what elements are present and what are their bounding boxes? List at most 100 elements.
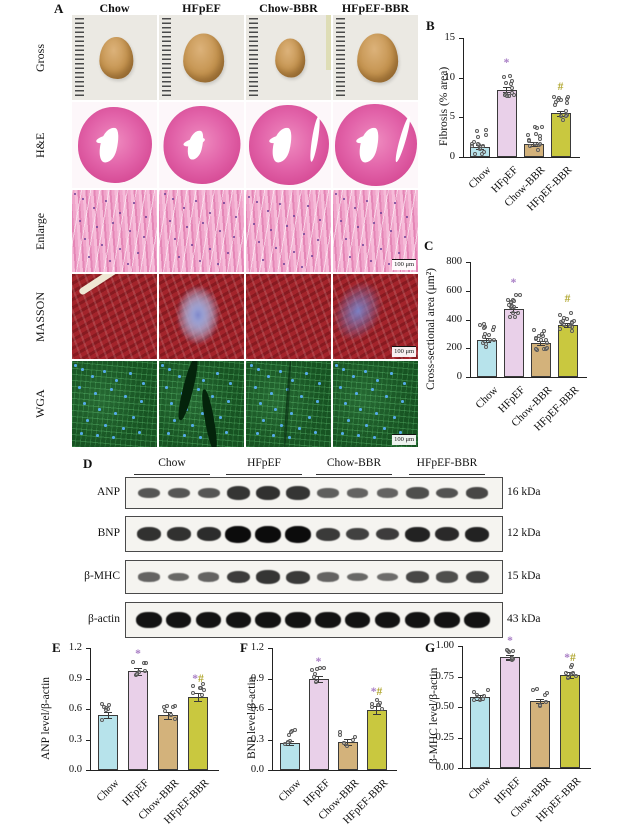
significance-marker: *: [511, 277, 517, 289]
group-underline: [409, 474, 485, 476]
blot-band: [137, 487, 160, 499]
nuclei-specks: [335, 364, 338, 367]
he-image-hfpef: [159, 102, 244, 188]
fibrosis-stain: [333, 274, 392, 349]
x-axis: [470, 377, 587, 379]
blot-band: [374, 611, 401, 629]
data-point: [173, 704, 178, 709]
data-point: [198, 685, 203, 690]
error-bar-cap: [194, 700, 202, 703]
wga-image-hfpef-bbr: 100 μm: [333, 361, 418, 447]
y-tick: [459, 117, 463, 119]
data-point: [369, 701, 374, 706]
blot-group-hfpef-bbr: HFpEF-BBR: [416, 457, 478, 469]
data-point: [102, 704, 107, 709]
y-tick-label: 0.6: [250, 703, 264, 714]
he-row: [72, 102, 418, 188]
data-point: [475, 142, 480, 146]
y-tick-label: 0.0: [68, 764, 82, 775]
y-tick: [458, 676, 462, 678]
gross-image-chow: [72, 15, 157, 100]
masson-image-chow-bbr: [246, 274, 331, 359]
blot-band: [166, 527, 191, 541]
y-tick-label: 5: [449, 111, 455, 123]
blot-band: [138, 572, 160, 582]
data-point: [376, 702, 380, 707]
hash-marker: #: [564, 293, 571, 306]
data-point: [106, 703, 111, 708]
blot-band: [196, 526, 221, 541]
blot-group-chow-bbr: Chow-BBR: [326, 457, 382, 469]
error-bar: [539, 698, 541, 704]
gross-image-hfpef-bbr: [333, 15, 418, 100]
nuclei-specks: [74, 364, 77, 367]
protein-label-bmhc: β-MHC: [84, 570, 120, 582]
panel-c-label: C: [424, 238, 434, 253]
data-point: [545, 341, 550, 346]
blot-strip-bactin: [125, 602, 503, 638]
blot-band: [434, 611, 460, 629]
data-point: [537, 142, 542, 147]
y-tick: [86, 648, 90, 649]
blot-group-hfpef: HFpEF: [247, 457, 281, 469]
blot-band: [347, 488, 369, 498]
group-underline: [134, 474, 210, 476]
bar-hfpef: [503, 309, 524, 377]
error-bar-cap: [529, 145, 538, 147]
enlarge-image-hfpef: [159, 190, 244, 272]
hash-marker: #: [570, 652, 576, 665]
data-point: [565, 675, 570, 680]
data-point: [567, 324, 572, 329]
error-bar: [479, 144, 481, 149]
masson-image-hfpef-bbr: 100 μm: [333, 274, 418, 359]
y-tick-label: 1.00: [435, 640, 454, 651]
y-tick: [268, 678, 272, 680]
error-bar-cap: [506, 659, 514, 661]
data-point: [537, 333, 542, 338]
data-point: [481, 143, 486, 148]
error-bar-cap: [563, 323, 572, 325]
data-point: [532, 141, 537, 146]
heart-section: [248, 105, 329, 185]
data-point: [569, 662, 574, 667]
heart-photo: [356, 33, 398, 82]
bar-chow: [279, 742, 300, 770]
protein-label-anp: ANP: [96, 486, 120, 498]
error-bar-cap: [509, 306, 518, 308]
data-point: [561, 322, 566, 327]
bar-hfpef: [128, 671, 148, 770]
data-point: [515, 311, 520, 315]
blot-strip-bnp: [125, 516, 503, 552]
data-point: [478, 323, 483, 328]
data-point: [338, 729, 343, 734]
y-tick-label: 0.3: [68, 733, 82, 745]
blot-band: [226, 570, 251, 584]
ruler-icon: [75, 18, 84, 97]
panel-e-label: E: [52, 640, 61, 655]
nuclei-specks: [248, 196, 250, 198]
blot-band: [377, 572, 398, 582]
wga-image-hfpef: [159, 361, 244, 447]
data-point: [481, 697, 486, 702]
error-bar-cap: [563, 327, 572, 329]
fibrosis-stain: [175, 284, 221, 346]
x-tick-label: Chow: [94, 777, 122, 805]
blot-group-chow: Chow: [158, 457, 186, 469]
kda-label-bmhc: 15 kDa: [507, 570, 541, 582]
blot-band: [465, 487, 489, 499]
error-bar-cap: [536, 698, 544, 700]
y-tick: [268, 739, 272, 741]
y-tick: [466, 377, 470, 378]
data-point: [534, 132, 538, 137]
cross-sectional-area-chart: C Cross-sectional area (μm²) 0 200 400 600 800…: [420, 230, 632, 442]
blot-band: [346, 527, 370, 541]
ruler-icon: [249, 18, 258, 97]
masson-image-chow: [72, 274, 157, 359]
blot-band: [286, 486, 310, 500]
row-label-he: H&E: [33, 132, 47, 158]
error-bar: [197, 692, 199, 701]
error-bar-cap: [556, 111, 565, 113]
data-point: [342, 741, 347, 746]
data-point: [558, 326, 563, 331]
data-point: [539, 124, 544, 129]
